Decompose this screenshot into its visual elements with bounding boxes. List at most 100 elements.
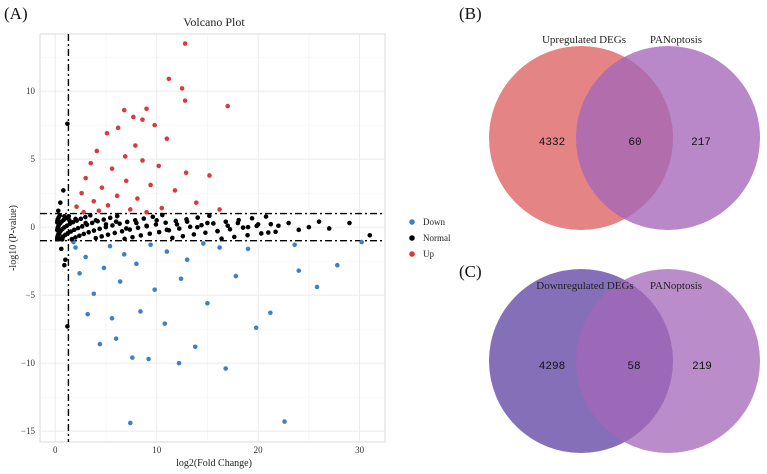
legend: Down Normal Up [409,217,451,259]
normal-band-point [110,223,115,228]
point-up-21 [207,173,212,178]
venn-count-only-panoptosis-c: 219 [692,361,712,373]
legend-swatch-normal [409,235,415,241]
point-normal-26 [276,223,281,229]
normal-band-point [130,234,135,240]
point-down-28 [83,254,88,260]
point-up-26 [172,188,178,193]
normal-band-point [74,218,79,223]
point-up-5 [144,106,149,112]
normal-band-point [83,214,88,220]
venn-count-only-panoptosis: 217 [691,137,711,149]
normal-band-point [75,225,81,231]
point-normal-36 [59,246,64,252]
point-normal-30 [316,219,322,224]
normal-band-point [122,236,127,242]
y-tick--10: −10 [21,358,36,368]
point-down-39 [217,245,222,250]
normal-band-point [187,224,193,230]
normal-band-point [55,216,61,222]
normal-band-point [73,235,78,240]
normal-band-point [70,220,76,225]
panel-label-b: (B) [459,4,482,23]
normal-band-point [135,225,141,231]
legend-swatch-down [409,219,415,225]
y-tick--5: −5 [25,290,35,300]
axis-ticks: 0 10 20 30 −15 −10 −5 0 5 10 [21,86,365,455]
point-up-17 [88,160,94,166]
point-normal-18 [194,224,200,230]
point-up-8 [140,117,145,122]
venn-count-intersection: 60 [628,137,641,149]
point-down-7 [113,336,119,341]
normal-band-point [80,224,85,229]
point-down-4 [130,355,135,360]
normal-band-point [68,229,74,234]
point-up-1 [166,76,172,82]
point-up-27 [79,190,84,196]
venn-count-only-up: 4332 [539,137,565,149]
point-down-20 [178,276,184,282]
point-normal-10 [113,219,119,224]
normal-band-point [184,217,189,222]
point-down-32 [73,245,78,250]
x-tick-10: 10 [152,445,162,455]
venn-downregulated: Downregulated DEGs PANoptosis 4298 58 21… [489,269,760,453]
point-normal-39 [65,324,70,329]
point-down-12 [85,311,90,317]
volcano-title: Volcano Plot [183,15,245,29]
point-down-38 [359,239,364,245]
y-tick--15: −15 [21,426,36,436]
point-up-2 [179,86,185,91]
normal-band-point [72,227,77,233]
threshold-lines [40,34,385,442]
volcano-plot: Volcano Plot 0 10 20 30 −15 −10 −5 0 5 10 log2(Fo… [8,15,451,469]
normal-band-point [156,229,162,235]
point-down-26 [184,257,190,263]
point-down-18 [152,287,157,292]
point-normal-29 [306,224,312,230]
point-up-39 [144,209,149,215]
normal-band-point [227,227,233,232]
point-normal-19 [205,220,210,226]
point-normal-32 [347,220,352,226]
point-down-25 [134,261,139,267]
normal-band-point [232,234,237,240]
point-up-12 [164,136,170,142]
venn-circle-panoptosis [576,46,760,230]
point-up-35 [128,207,133,212]
plot-area [39,33,386,443]
point-up-14 [94,148,100,154]
point-down-30 [164,249,170,254]
normal-band-point [191,232,197,237]
venn-circle-panoptosis-c [576,269,760,453]
normal-band-point [180,233,186,239]
point-up-3 [182,98,188,103]
point-down-3 [223,366,228,371]
x-tick-30: 30 [355,445,365,455]
point-normal-3 [55,208,61,214]
normal-band-point [173,218,178,224]
panel-label-c: (C) [459,262,482,281]
normal-band-point [57,213,62,218]
normal-band-point [147,231,152,236]
point-normal-11 [123,226,129,231]
normal-band-point [63,232,68,238]
normal-band-point [101,217,106,222]
normal-band-point [69,236,75,242]
venn-count-intersection-c: 58 [627,361,640,373]
normal-band-point [66,214,71,219]
x-axis-label: log2(Fold Change) [176,458,252,469]
venn-label-panoptosis: PANoptosis [650,34,702,46]
normal-band-point [117,221,122,226]
point-down-21 [233,273,239,279]
normal-band-point [259,231,264,236]
normal-band-point [77,233,82,238]
point-up-23 [123,178,129,184]
normal-band-point [223,219,228,224]
venn-label-downregulated: Downregulated DEGs [536,280,633,292]
y-tick-0: 0 [31,222,36,232]
normal-band-point [268,221,273,227]
point-down-34 [148,242,153,248]
point-up-4 [225,103,231,109]
